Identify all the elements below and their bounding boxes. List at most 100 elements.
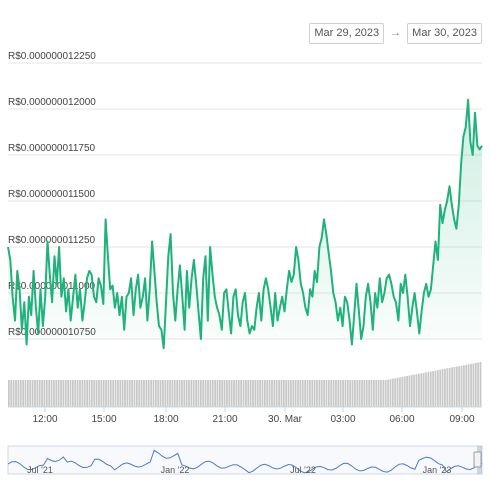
volume-bar bbox=[209, 380, 212, 407]
volume-bar bbox=[263, 380, 266, 407]
volume-bar bbox=[26, 380, 29, 407]
volume-bar bbox=[135, 380, 138, 407]
volume-bar bbox=[119, 380, 122, 407]
volume-bar bbox=[190, 380, 193, 407]
volume-bar bbox=[86, 380, 88, 407]
volume-bar bbox=[64, 380, 67, 407]
volume-bar bbox=[325, 380, 328, 407]
volume-bar bbox=[221, 380, 224, 407]
volume-bar bbox=[254, 380, 257, 407]
volume-bar bbox=[140, 380, 143, 407]
volume-bar bbox=[306, 380, 309, 407]
volume-bar bbox=[88, 380, 91, 407]
x-tick-label: 06:00 bbox=[389, 414, 414, 425]
volume-bar bbox=[230, 380, 233, 407]
volume-bar bbox=[176, 380, 179, 407]
volume-bar bbox=[128, 380, 131, 407]
volume-bar bbox=[465, 364, 468, 407]
volume-bar bbox=[463, 365, 465, 407]
volume-bar bbox=[401, 376, 404, 407]
range-to-input[interactable]: Mar 30, 2023 bbox=[407, 22, 482, 44]
volume-bar bbox=[311, 380, 314, 407]
volume-bar bbox=[98, 380, 100, 407]
volume-bar bbox=[29, 380, 32, 407]
volume-bar bbox=[337, 380, 340, 407]
volume-bar bbox=[109, 380, 112, 407]
volume-bar bbox=[479, 362, 482, 407]
volume-bar bbox=[287, 380, 290, 407]
volume-bar bbox=[79, 380, 81, 407]
volume-bar bbox=[261, 380, 264, 407]
volume-bar bbox=[349, 380, 352, 407]
volume-bar bbox=[216, 380, 219, 407]
volume-bar bbox=[446, 368, 449, 407]
x-tick-label: 18:00 bbox=[153, 414, 178, 425]
volume-bar bbox=[188, 380, 190, 407]
volume-bar bbox=[460, 365, 463, 407]
volume-bar bbox=[271, 380, 273, 407]
volume-bar bbox=[282, 380, 285, 407]
volume-bar bbox=[173, 380, 176, 407]
volume-bar bbox=[396, 377, 399, 407]
volume-bar bbox=[43, 380, 46, 407]
volume-bar bbox=[427, 371, 430, 407]
y-tick-label: R$0.000000011750 bbox=[8, 143, 96, 154]
volume-bar bbox=[474, 362, 477, 407]
volume-bar bbox=[420, 373, 423, 407]
volume-bar bbox=[154, 380, 157, 407]
volume-bar bbox=[133, 380, 136, 407]
volume-bar bbox=[164, 380, 167, 407]
volume-bar bbox=[403, 376, 406, 407]
volume-bar bbox=[320, 380, 323, 407]
volume-bar bbox=[138, 380, 141, 407]
volume-bar bbox=[410, 375, 413, 407]
navigator-handle[interactable] bbox=[473, 451, 482, 468]
volume-bar bbox=[81, 380, 84, 407]
y-tick-label: R$0.000000011500 bbox=[8, 189, 96, 200]
volume-bar bbox=[62, 380, 65, 407]
volume-bar bbox=[429, 371, 432, 407]
volume-bar bbox=[304, 380, 307, 407]
volume-bar bbox=[121, 380, 124, 407]
volume-bar bbox=[74, 380, 77, 407]
range-arrow: → bbox=[390, 27, 402, 39]
volume-bar bbox=[150, 380, 152, 407]
volume-bar bbox=[131, 380, 134, 407]
volume-bar bbox=[76, 380, 79, 407]
volume-bar bbox=[152, 380, 155, 407]
volume-bar bbox=[34, 380, 36, 407]
price-line bbox=[7, 98, 483, 350]
y-tick-label: R$0.000000012250 bbox=[8, 51, 96, 62]
volume-bar bbox=[147, 380, 150, 407]
volume-bar bbox=[418, 373, 420, 407]
volume-bar bbox=[223, 380, 226, 407]
volume-bar bbox=[102, 380, 105, 407]
volume-bar bbox=[31, 380, 34, 407]
volume-bar bbox=[197, 380, 200, 407]
volume-bar bbox=[439, 369, 442, 407]
volume-bar bbox=[316, 380, 318, 407]
volume-bar bbox=[339, 380, 342, 407]
range-from-input[interactable]: Mar 29, 2023 bbox=[309, 22, 385, 44]
volume-bar bbox=[226, 380, 228, 407]
volume-bar bbox=[342, 380, 344, 407]
volume-bar bbox=[444, 368, 446, 407]
volume-bar bbox=[114, 380, 117, 407]
navigator[interactable]: Jul '21 Jan '22 Jul '22 Jan '23 bbox=[7, 445, 483, 475]
x-tick-label: 15:00 bbox=[91, 414, 116, 425]
volume-bar bbox=[441, 369, 444, 407]
volume-bar bbox=[363, 380, 366, 407]
volume-bar bbox=[50, 380, 53, 407]
volume-bar bbox=[399, 377, 401, 407]
volume-bar bbox=[422, 372, 425, 407]
volume-bar bbox=[207, 380, 209, 407]
volume-bar bbox=[195, 380, 197, 407]
volume-bar bbox=[285, 380, 288, 407]
volume-bar bbox=[237, 380, 240, 407]
volume-bar bbox=[458, 366, 461, 407]
volume-bar bbox=[143, 380, 145, 407]
volume-bar bbox=[344, 380, 347, 407]
volume-bar bbox=[105, 380, 107, 407]
navigator-tick-label: Jan '22 bbox=[161, 465, 190, 475]
